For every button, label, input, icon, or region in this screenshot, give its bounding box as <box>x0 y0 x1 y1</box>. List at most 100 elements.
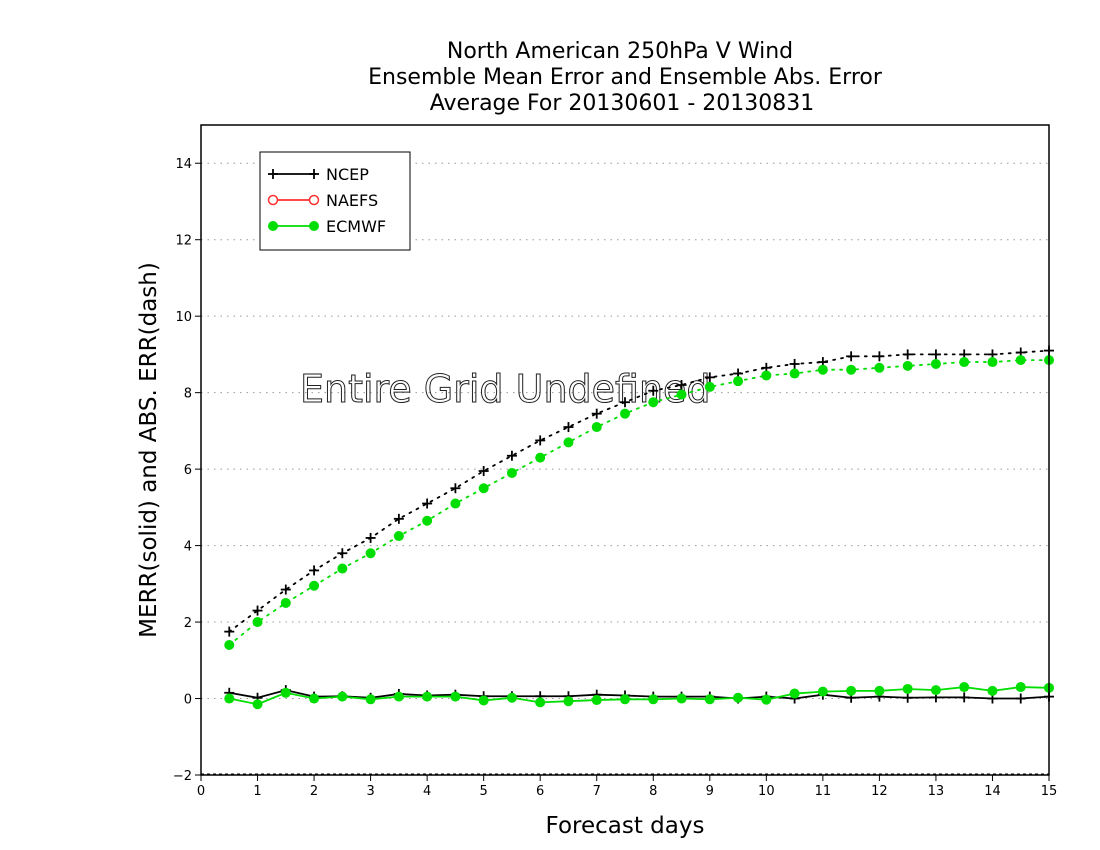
data-point-ecmwf-merr <box>930 685 941 696</box>
data-point-ecmwf-merr <box>563 696 574 707</box>
data-point-ecmwf-abs-err <box>309 580 320 591</box>
y-axis-label: MERR(solid) and ABS. ERR(dash) <box>136 262 162 638</box>
x-tick-label: 4 <box>423 784 431 799</box>
y-tick-label: 4 <box>184 540 192 555</box>
data-point-ncep-abs-err <box>252 605 263 616</box>
data-point-ncep-merr <box>1015 693 1026 704</box>
data-point-ncep-abs-err <box>648 385 659 396</box>
data-point-ecmwf-abs-err <box>535 452 546 463</box>
data-point-ecmwf-abs-err <box>422 515 433 526</box>
data-point-ncep-abs-err <box>930 349 941 360</box>
data-point-ecmwf-abs-err <box>591 422 602 433</box>
y-tick-label: −2 <box>173 769 192 784</box>
y-axis-ticks: −2 0 2 4 6 8 10 12 14 <box>173 157 201 784</box>
data-point-ncep-abs-err <box>620 397 630 408</box>
data-point-ncep-abs-err <box>563 422 574 433</box>
data-point-ecmwf-abs-err <box>733 376 744 387</box>
data-point-ncep-abs-err <box>535 435 546 446</box>
data-point-ecmwf-merr <box>478 695 489 706</box>
data-point-ecmwf-merr <box>761 694 772 705</box>
legend-label: ECMWF <box>326 217 386 236</box>
data-point-ecmwf-merr <box>733 692 744 703</box>
y-tick-label: 2 <box>184 616 192 631</box>
data-point-ecmwf-merr <box>450 691 461 702</box>
x-axis-ticks: 0 1 2 3 4 5 6 7 8 9 10 11 12 13 14 15 <box>197 775 1057 799</box>
data-point-ncep-abs-err <box>789 358 800 369</box>
annotation-layer: Entire Grid Undefined <box>300 367 712 412</box>
data-point-ncep-abs-err <box>309 565 320 576</box>
x-tick-label: 5 <box>480 784 488 799</box>
data-point-ecmwf-merr <box>902 683 913 694</box>
gridlines <box>201 162 1049 775</box>
series-ncep <box>224 345 1054 704</box>
grid-undefined-annotation: Entire Grid Undefined <box>300 367 711 411</box>
data-point-ecmwf-merr <box>506 692 517 703</box>
x-tick-label: 13 <box>928 784 945 799</box>
data-point-ecmwf-abs-err <box>817 364 828 375</box>
data-point-ecmwf-abs-err <box>902 360 913 371</box>
data-point-ncep-abs-err <box>874 351 885 362</box>
y-tick-label: 8 <box>184 387 192 402</box>
data-point-ncep-abs-err <box>450 483 461 494</box>
data-point-ecmwf-abs-err <box>478 483 489 494</box>
data-point-ncep-abs-err <box>393 513 404 524</box>
data-point-ecmwf-abs-err <box>224 640 235 650</box>
data-point-ncep-abs-err <box>506 450 517 461</box>
data-point-ncep-merr <box>902 692 913 703</box>
data-point-ecmwf-merr <box>789 688 800 699</box>
data-point-ecmwf-merr <box>648 694 659 705</box>
data-point-ecmwf-merr <box>1015 682 1026 693</box>
legend-label: NAEFS <box>326 191 378 210</box>
data-point-ncep-abs-err <box>280 584 291 595</box>
data-point-ecmwf-merr <box>817 686 828 697</box>
x-tick-label: 0 <box>197 784 205 799</box>
data-point-ecmwf-abs-err <box>846 364 857 375</box>
x-tick-label: 2 <box>310 784 318 799</box>
series-ecmwf <box>224 355 1054 710</box>
x-tick-label: 10 <box>758 784 775 799</box>
legend-box <box>259 151 411 251</box>
data-point-ncep-abs-err <box>704 372 715 383</box>
data-point-ecmwf-abs-err <box>393 531 404 542</box>
legend-marker-right <box>309 169 319 179</box>
x-tick-label: 9 <box>706 784 714 799</box>
legend-item-ncep: NCEP <box>268 165 369 184</box>
legend-marker-left <box>267 194 279 206</box>
data-point-ecmwf-merr <box>846 685 857 696</box>
legend-marker-left <box>268 169 278 179</box>
data-point-ecmwf-abs-err <box>930 358 941 369</box>
data-point-ecmwf-abs-err <box>648 397 659 408</box>
legend: NCEP NAEFS ECMWF <box>259 151 411 251</box>
x-tick-label: 14 <box>984 784 1001 799</box>
data-point-ecmwf-abs-err <box>987 357 998 368</box>
data-point-ecmwf-merr <box>987 685 998 696</box>
data-point-ecmwf-merr <box>224 693 235 704</box>
x-tick-label: 8 <box>649 784 657 799</box>
data-point-ncep-abs-err <box>365 532 376 543</box>
data-point-ncep-abs-err <box>676 380 687 390</box>
data-point-ncep-abs-err <box>902 349 913 360</box>
x-tick-label: 3 <box>366 784 374 799</box>
data-point-ecmwf-merr <box>280 687 291 698</box>
data-point-ecmwf-abs-err <box>252 617 263 628</box>
data-point-ecmwf-abs-err <box>280 597 291 608</box>
data-point-ecmwf-abs-err <box>704 381 715 392</box>
data-point-ecmwf-merr <box>535 697 546 708</box>
data-point-ncep-merr <box>959 692 970 703</box>
data-point-ecmwf-abs-err <box>365 548 376 559</box>
data-point-ncep-abs-err <box>422 498 433 509</box>
data-point-ecmwf-abs-err <box>676 389 687 400</box>
series-layer <box>224 345 1054 710</box>
legend-item-ecmwf: ECMWF <box>268 217 386 236</box>
data-point-ncep-abs-err <box>478 466 489 477</box>
x-axis-label: Forecast days <box>546 813 705 839</box>
data-point-ecmwf-abs-err <box>874 362 885 373</box>
data-point-ecmwf-merr <box>393 691 404 702</box>
y-tick-label: 10 <box>175 310 192 325</box>
y-tick-label: 0 <box>184 693 192 708</box>
data-point-ecmwf-merr <box>337 691 348 702</box>
x-tick-label: 11 <box>815 784 832 799</box>
plot-frame <box>200 124 1050 776</box>
x-tick-label: 12 <box>871 784 888 799</box>
